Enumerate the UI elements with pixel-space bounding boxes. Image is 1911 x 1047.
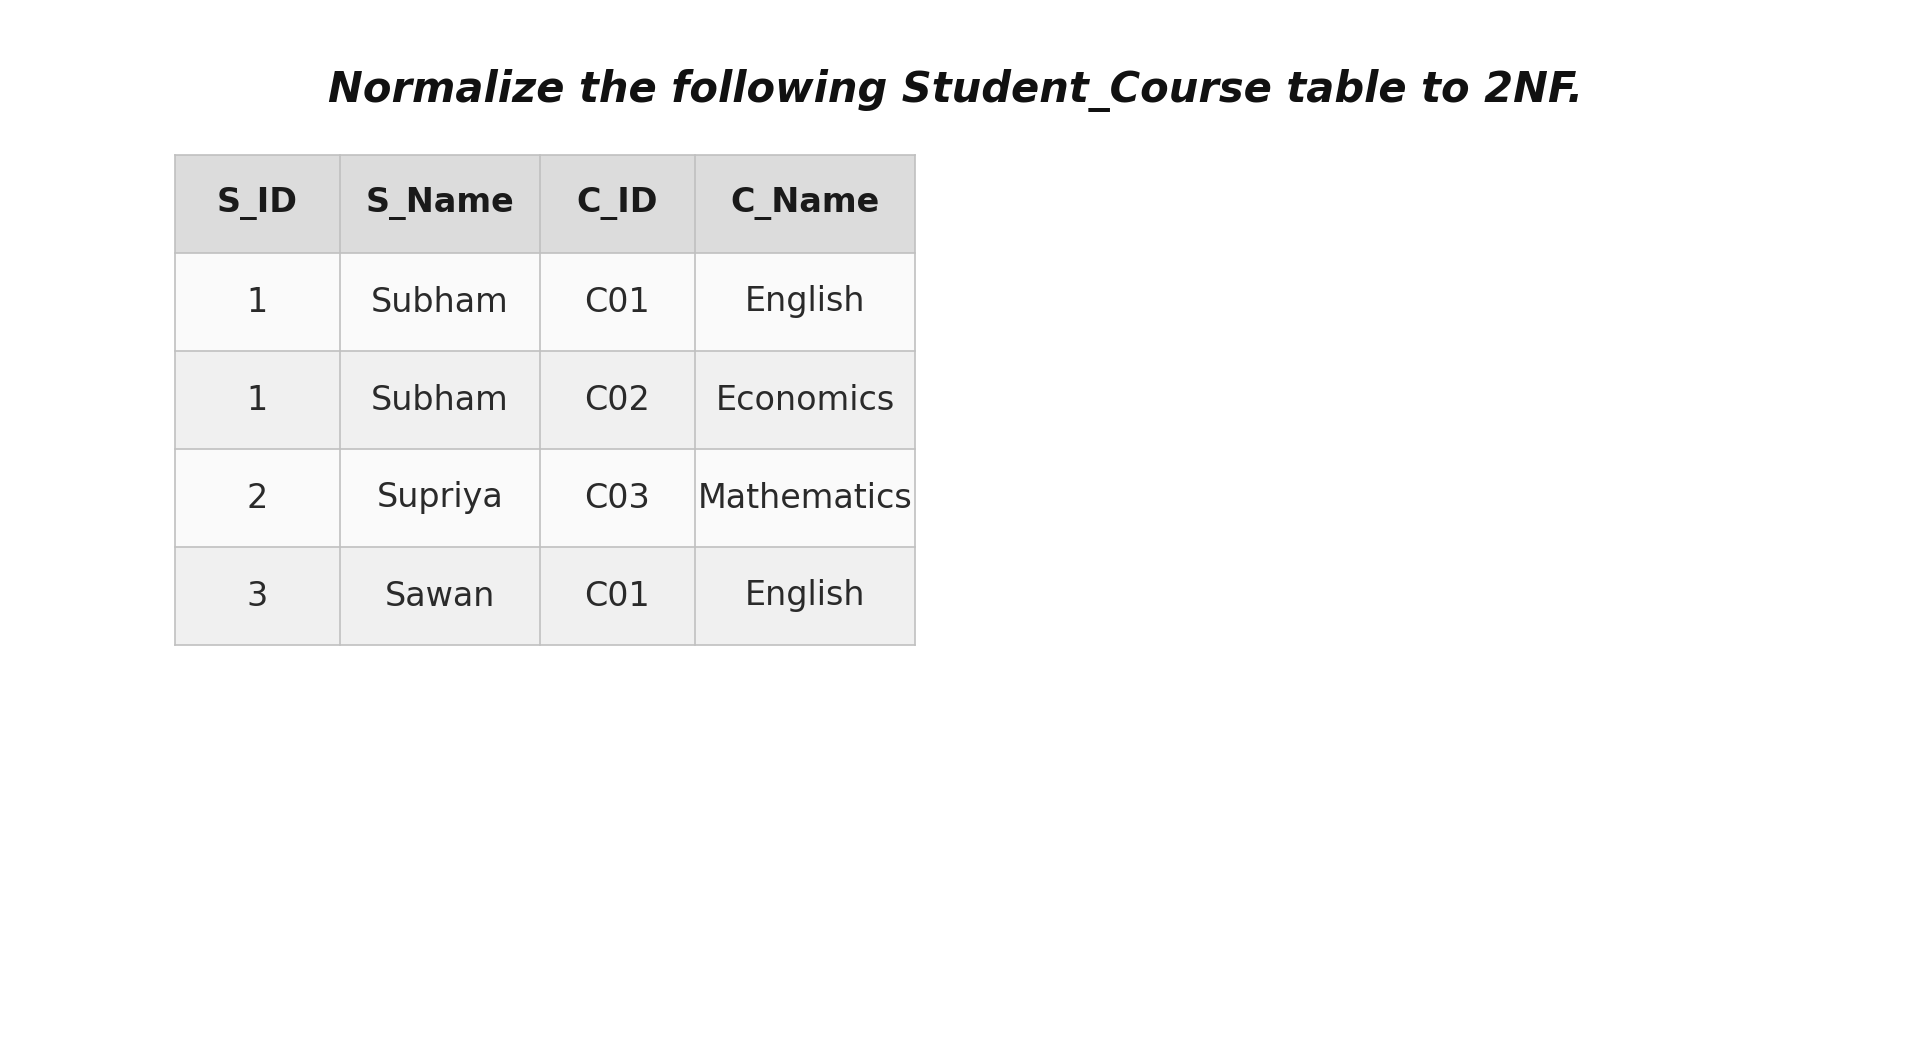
- Text: C01: C01: [585, 286, 650, 318]
- Text: Sawan: Sawan: [384, 579, 495, 612]
- Bar: [176, 449, 915, 547]
- Text: English: English: [745, 286, 866, 318]
- Text: 1: 1: [247, 286, 268, 318]
- Bar: [176, 547, 915, 645]
- Bar: [176, 155, 915, 253]
- Text: C_ID: C_ID: [577, 187, 657, 221]
- Text: S_Name: S_Name: [365, 187, 514, 221]
- Text: S_ID: S_ID: [218, 187, 298, 221]
- Text: C_Name: C_Name: [730, 187, 879, 221]
- Bar: [176, 253, 915, 351]
- Text: 2: 2: [247, 482, 268, 514]
- Bar: [176, 351, 915, 449]
- Text: 1: 1: [247, 383, 268, 417]
- Text: Mathematics: Mathematics: [698, 482, 912, 514]
- Text: 3: 3: [247, 579, 268, 612]
- Text: Supriya: Supriya: [376, 482, 503, 514]
- Text: C03: C03: [585, 482, 650, 514]
- Text: Normalize the following Student_Course table to 2NF.: Normalize the following Student_Course t…: [329, 68, 1582, 111]
- Text: C01: C01: [585, 579, 650, 612]
- Text: English: English: [745, 579, 866, 612]
- Text: C02: C02: [585, 383, 650, 417]
- Text: Subham: Subham: [371, 383, 508, 417]
- Text: Economics: Economics: [715, 383, 894, 417]
- Text: Subham: Subham: [371, 286, 508, 318]
